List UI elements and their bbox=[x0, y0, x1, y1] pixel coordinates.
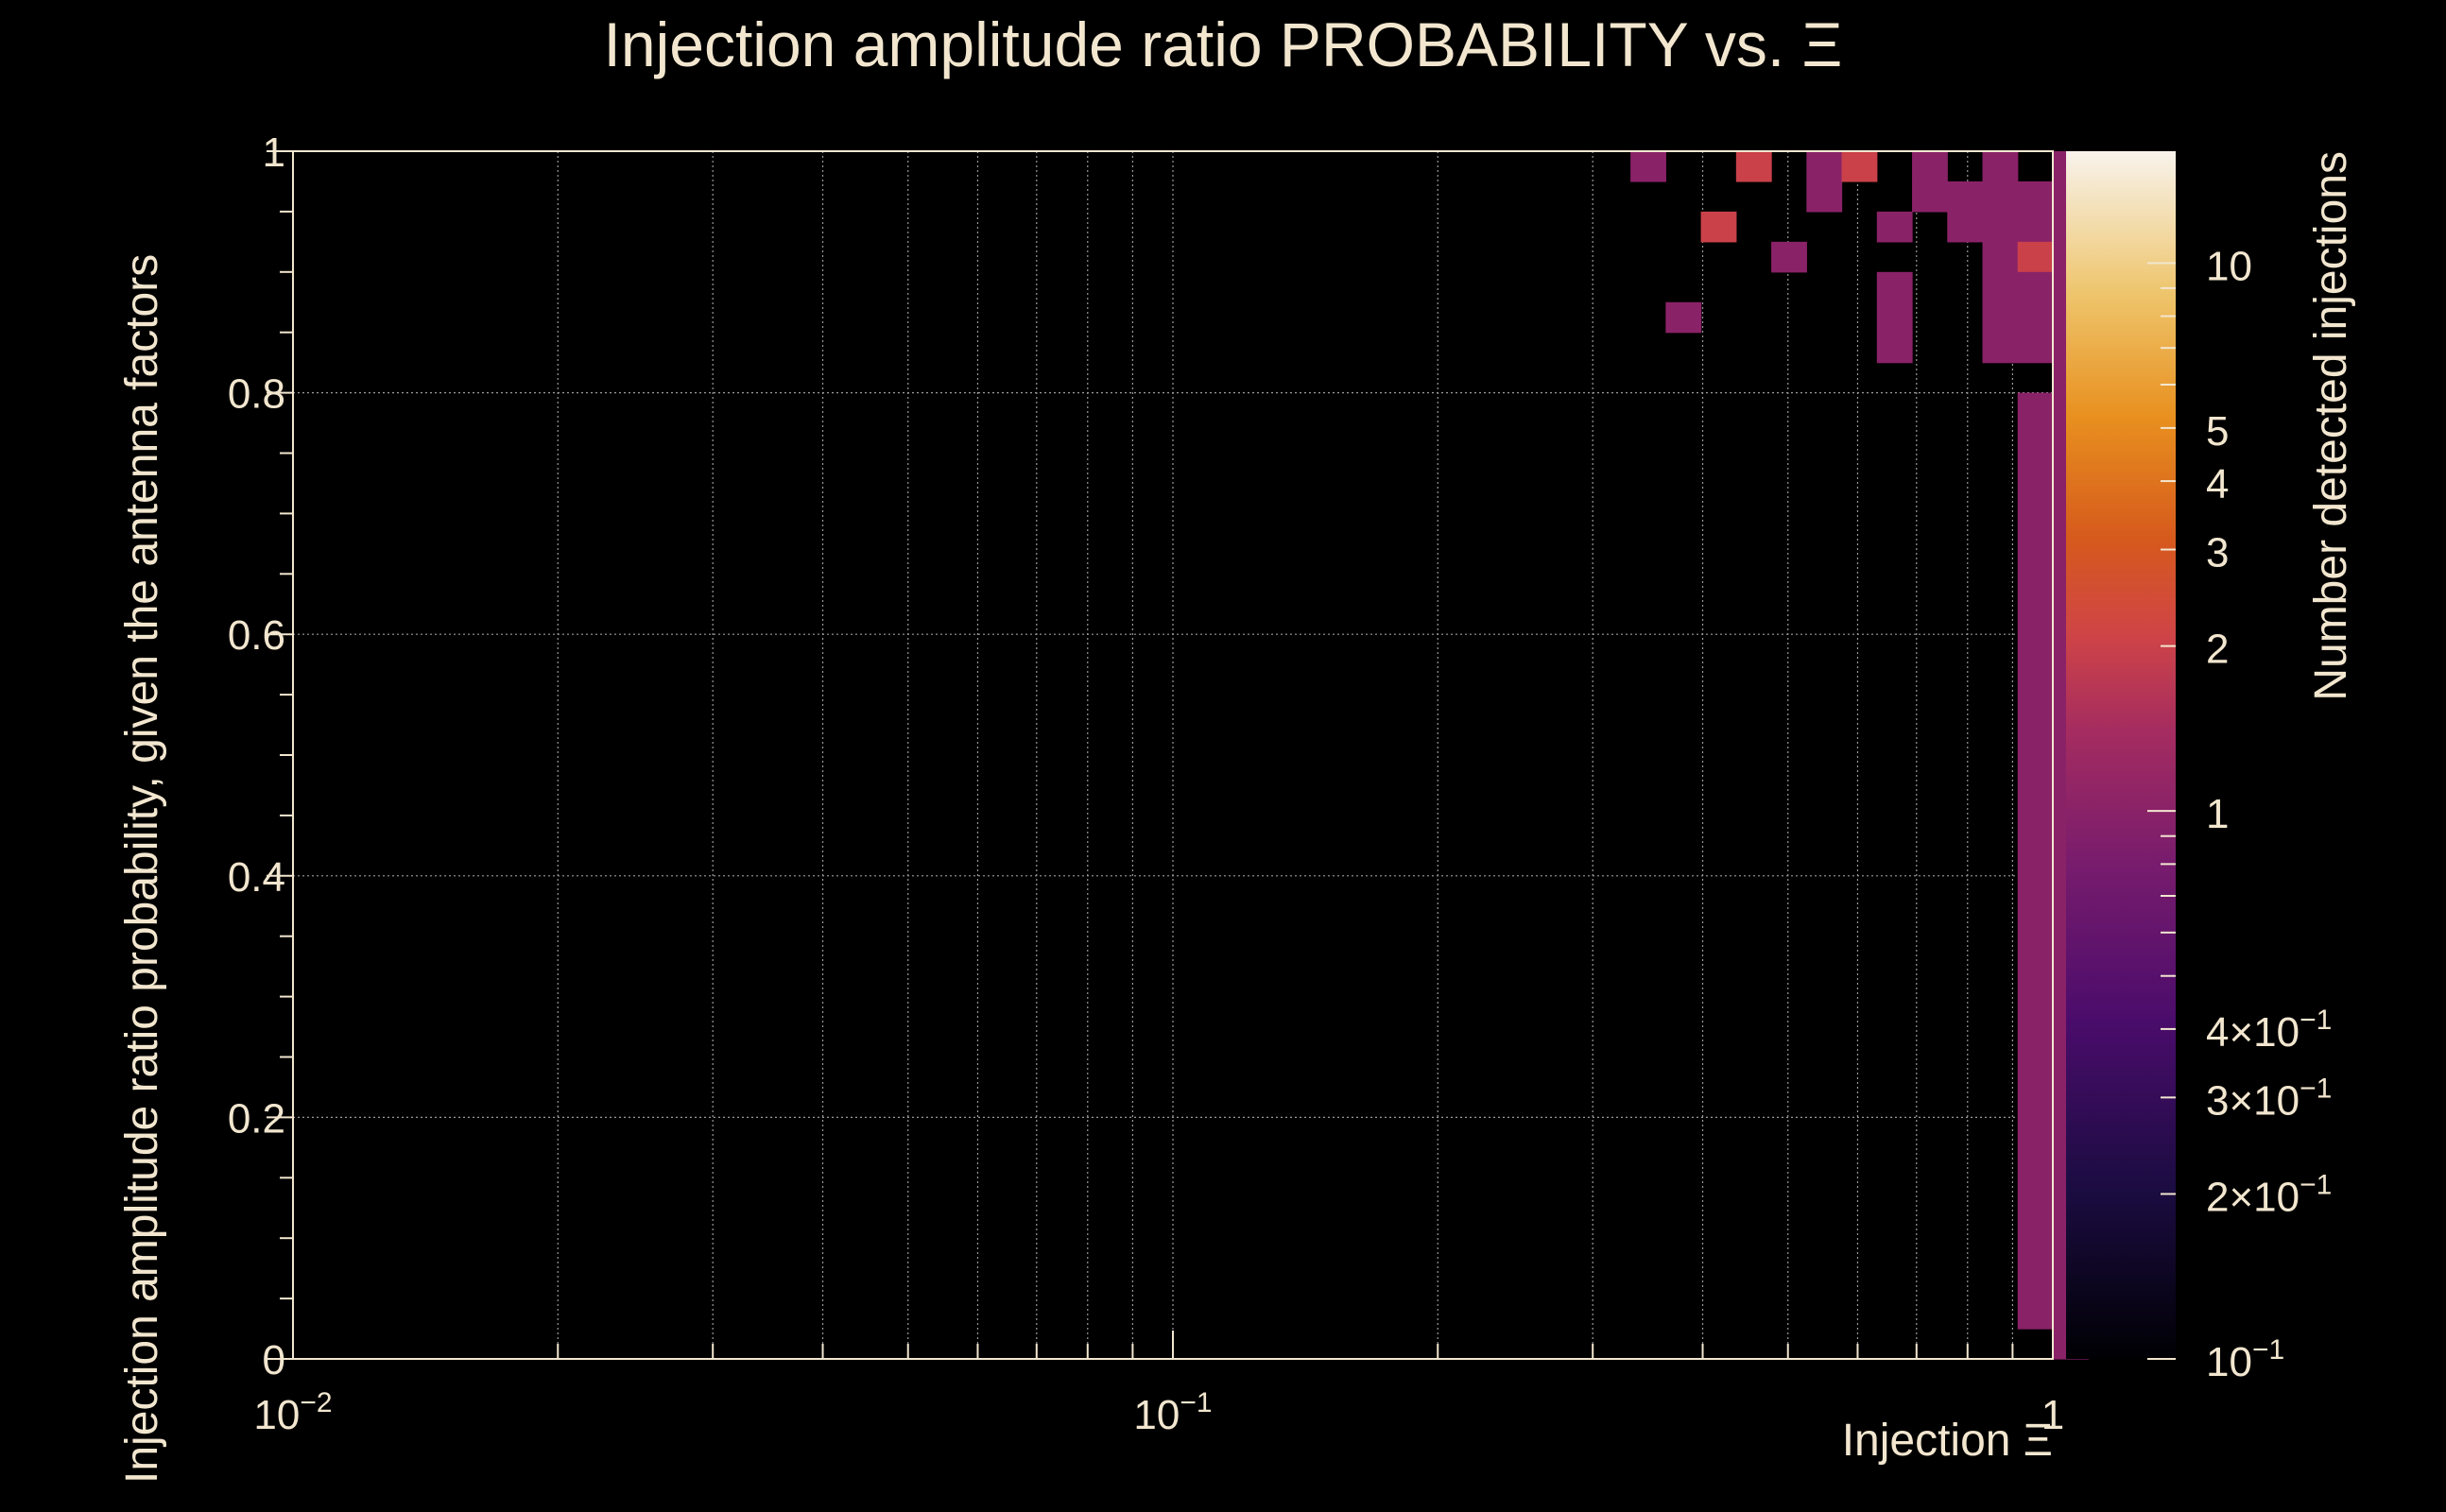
x-tick-label: 1 bbox=[2041, 1392, 2064, 1438]
x-axis: 10−2 10−1 1 bbox=[253, 1331, 2064, 1438]
heatmap-cell bbox=[1876, 211, 1913, 243]
heatmap-cell bbox=[2017, 966, 2054, 998]
heatmap-cell bbox=[2017, 513, 2054, 544]
y-axis: 0 0.2 0.4 0.6 0.8 1 bbox=[228, 129, 293, 1383]
heatmap-cell bbox=[1771, 241, 1807, 273]
y-tick-label: 0.8 bbox=[228, 371, 285, 418]
colorbar-tick-label: 4×10−1 bbox=[2206, 1005, 2332, 1056]
heatmap-cell bbox=[2017, 1147, 2054, 1178]
colorbar bbox=[2066, 151, 2176, 1359]
heatmap-cell bbox=[2017, 905, 2054, 937]
y-tick-label: 0.2 bbox=[228, 1095, 285, 1142]
heatmap-cell bbox=[2017, 936, 2054, 968]
chart-title: Injection amplitude ratio PROBABILITY vs… bbox=[604, 9, 1843, 79]
heatmap-cell bbox=[1806, 151, 1843, 182]
heatmap-cell bbox=[2017, 1268, 2054, 1299]
colorbar-tick-label: 1 bbox=[2206, 791, 2229, 837]
heatmap-cell bbox=[2017, 845, 2054, 877]
heatmap-cell bbox=[2017, 1117, 2054, 1148]
heatmap-cell bbox=[2017, 604, 2054, 635]
heatmap-cell bbox=[2017, 1177, 2054, 1209]
heatmap-cell bbox=[1735, 151, 1772, 182]
heatmap-cell bbox=[2017, 392, 2054, 424]
heatmap-cell bbox=[1665, 301, 1702, 334]
heatmap-cell bbox=[2017, 1238, 2054, 1269]
colorbar-axis: 10 5 4 3 2 1 4×10−1 3×10−1 2×10−1 10−1 bbox=[2147, 243, 2332, 1385]
heatmap-cell bbox=[1947, 180, 1984, 213]
colorbar-tick-label: 2 bbox=[2206, 627, 2229, 673]
y-tick-label: 0.4 bbox=[228, 854, 285, 901]
heatmap-cell bbox=[1982, 332, 2019, 364]
heatmap-cell bbox=[1876, 271, 1913, 303]
heatmap-cell bbox=[1982, 271, 2019, 303]
x-tick-label: 10−2 bbox=[253, 1387, 332, 1438]
heatmap-cell bbox=[2017, 1087, 2054, 1118]
colorbar-tick-label: 3×10−1 bbox=[2206, 1073, 2332, 1124]
heatmap-cells bbox=[1630, 151, 2089, 1360]
heatmap-cell bbox=[2017, 574, 2054, 605]
heatmap-cell bbox=[2017, 634, 2054, 665]
heatmap-cell bbox=[2017, 422, 2054, 455]
colorbar-tick-label: 2×10−1 bbox=[2206, 1169, 2332, 1220]
colorbar-tick-label: 10 bbox=[2206, 243, 2252, 289]
heatmap-cell bbox=[1841, 151, 1878, 182]
heatmap-cell bbox=[1630, 151, 1666, 182]
y-axis-title: Injection amplitude ratio probability, g… bbox=[117, 254, 167, 1484]
heatmap-cell bbox=[1700, 211, 1737, 243]
heatmap-cell bbox=[2017, 755, 2054, 786]
grid bbox=[293, 151, 2053, 1359]
heatmap-cell bbox=[1912, 180, 1948, 213]
heatmap-cell bbox=[2017, 483, 2054, 514]
heatmap-cell bbox=[2017, 695, 2054, 726]
y-tick-label: 0.6 bbox=[228, 612, 285, 659]
x-tick-label: 10−1 bbox=[1133, 1387, 1212, 1438]
y-tick-label: 1 bbox=[263, 129, 285, 176]
y-tick-label: 0 bbox=[263, 1337, 285, 1383]
heatmap-cell bbox=[2017, 1026, 2054, 1058]
colorbar-tick-label: 4 bbox=[2206, 461, 2229, 507]
heatmap-cell bbox=[2017, 211, 2054, 243]
heatmap-cell bbox=[1982, 180, 2019, 213]
heatmap-cell bbox=[2017, 543, 2054, 575]
heatmap-cell bbox=[2017, 180, 2054, 213]
heatmap-cell bbox=[2017, 996, 2054, 1028]
colorbar-tick-label: 10−1 bbox=[2206, 1334, 2284, 1385]
heatmap-cell bbox=[2017, 664, 2054, 696]
heatmap-cell bbox=[2017, 453, 2054, 485]
heatmap-cell bbox=[1982, 211, 2019, 243]
heatmap-cell bbox=[2017, 332, 2054, 364]
heatmap-cell bbox=[2017, 301, 2054, 334]
heatmap-cell bbox=[2017, 271, 2054, 303]
x-axis-title: Injection Ξ bbox=[1842, 1416, 2053, 1466]
heatmap-cell bbox=[2017, 1057, 2054, 1089]
colorbar-tick-label: 5 bbox=[2206, 408, 2229, 455]
heatmap-cell bbox=[1982, 301, 2019, 334]
heatmap-cell bbox=[2017, 875, 2054, 907]
heatmap-cell bbox=[2017, 815, 2054, 847]
colorbar-title: Number detected injections bbox=[2306, 151, 2356, 701]
heatmap-cell bbox=[1876, 332, 1913, 364]
heatmap-cell bbox=[1982, 241, 2019, 273]
heatmap-cell bbox=[2017, 1298, 2054, 1330]
heatmap-cell bbox=[1806, 180, 1843, 213]
heatmap-cell bbox=[1982, 151, 2019, 182]
colorbar-tick-label: 3 bbox=[2206, 530, 2229, 576]
heatmap-cell bbox=[1912, 151, 1948, 182]
heatmap-cell bbox=[1947, 211, 1984, 243]
heatmap-cell bbox=[2017, 784, 2054, 816]
heatmap-cell bbox=[2017, 1208, 2054, 1239]
heatmap-cell bbox=[2017, 725, 2054, 756]
heatmap-cell bbox=[2017, 241, 2054, 273]
heatmap-cell bbox=[1876, 301, 1913, 334]
